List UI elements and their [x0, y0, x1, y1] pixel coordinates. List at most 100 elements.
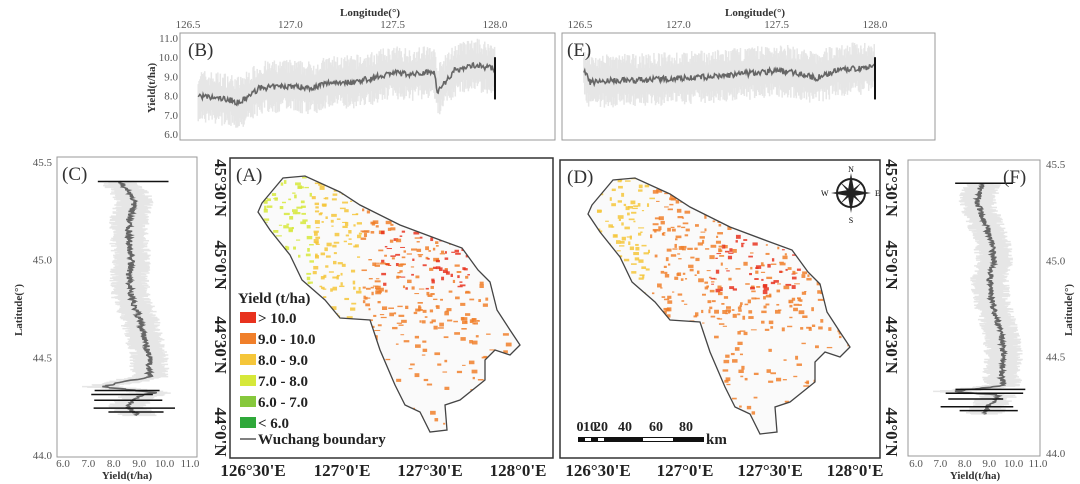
map-d-lon-label: 127°0'E — [657, 461, 714, 480]
x-tick-label: 8.0 — [958, 458, 972, 470]
panel-e-longitude-profile: Longitude(°) 126.5 127.0 127.5 128.0 (E) — [561, 7, 936, 141]
legend-swatch — [240, 312, 256, 323]
legend-swatch — [240, 375, 256, 386]
e-xlabel: Longitude(°) — [725, 7, 785, 19]
scale-unit: km — [706, 432, 727, 448]
wuchang-boundary — [257, 175, 521, 433]
yield-mean-line — [197, 61, 496, 107]
x-tick-label: 10.0 — [1004, 458, 1024, 470]
scale-label: 10 — [583, 420, 597, 435]
y-tick-label: 11.0 — [159, 33, 178, 45]
b-ylabel: Yield(t/ha) — [146, 63, 158, 114]
x-tick-label: 127.0 — [278, 19, 303, 31]
f-xlabel: Yield(t/ha) — [950, 470, 1001, 482]
panel-b-longitude-profile: Longitude(°) 126.5 127.0 127.5 128.0 11.0 10.… — [146, 7, 556, 141]
compass-rose-icon: N S E W — [821, 165, 880, 225]
y-tick-label: 45.5 — [1046, 159, 1066, 171]
x-tick-label: 7.0 — [934, 458, 948, 470]
compass-e: E — [875, 189, 880, 198]
x-tick-label: 6.0 — [909, 458, 923, 470]
legend-swatch — [240, 417, 256, 428]
yield-mean-line — [583, 63, 875, 88]
legend-swatch — [240, 354, 256, 365]
x-tick-label: 6.0 — [56, 458, 70, 470]
compass-w: W — [821, 189, 829, 198]
x-tick-label: 7.0 — [82, 458, 96, 470]
map-a-lat-label: 45°0'N — [211, 240, 230, 290]
legend-item-label: < 6.0 — [258, 416, 289, 432]
y-tick-label: 9.0 — [164, 71, 178, 83]
y-tick-label: 44.0 — [1046, 448, 1066, 460]
map-d-lon-label: 126°30'E — [565, 461, 630, 480]
yield-mean-line — [102, 180, 158, 417]
y-tick-label: 45.0 — [33, 255, 53, 267]
x-tick-label: 9.0 — [132, 458, 146, 470]
x-tick-label: 10.0 — [155, 458, 175, 470]
map-a-legend: Yield (t/ha) > 10.0 9.0 - 10.0 8.0 - 9.0 7.… — [238, 291, 386, 448]
x-tick-label: 127.5 — [380, 19, 405, 31]
panel-label-c: (C) — [62, 164, 87, 185]
map-d-lon-label: 128°0'E — [827, 461, 884, 480]
legend-boundary-label: Wuchang boundary — [258, 432, 386, 448]
map-d-lat-label: 44°30'N — [882, 316, 901, 375]
wuchang-boundary — [587, 177, 851, 435]
map-a-lon-label: 127°0'E — [314, 461, 371, 480]
map-a-lon-label: 128°0'E — [490, 461, 547, 480]
y-tick-label: 44.5 — [1046, 352, 1066, 364]
x-tick-label: 11.0 — [1029, 458, 1048, 470]
x-tick-label: 9.0 — [982, 458, 996, 470]
scale-label: 40 — [618, 420, 632, 435]
x-tick-label: 127.0 — [666, 19, 691, 31]
map-d-lat-label: 45°0'N — [882, 240, 901, 290]
y-tick-label: 44.5 — [33, 352, 53, 364]
y-tick-label: 6.0 — [164, 129, 178, 141]
c-ylabel: Latitude(°) — [13, 284, 25, 336]
legend-item-label: 6.0 - 7.0 — [258, 395, 308, 411]
legend-swatch — [240, 396, 256, 407]
map-d-lat-label: 45°30'N — [882, 159, 901, 218]
legend-item-label: > 10.0 — [258, 311, 297, 327]
compass-n: N — [848, 165, 854, 174]
legend-item-label: 9.0 - 10.0 — [258, 332, 316, 348]
x-tick-label: 128.0 — [483, 19, 508, 31]
map-a-lat-label: 44°0'N — [211, 407, 230, 457]
legend-item-label: 8.0 - 9.0 — [258, 353, 308, 369]
map-d-lat-label: 44°0'N — [882, 407, 901, 457]
panel-label-d: (D) — [567, 167, 593, 188]
y-tick-label: 8.0 — [164, 91, 178, 103]
wuchang-region — [258, 176, 520, 432]
map-a-lat-label: 44°30'N — [211, 316, 230, 375]
x-tick-label: 11.0 — [181, 458, 200, 470]
map-a-lon-label: 127°30'E — [397, 461, 462, 480]
scale-label: 80 — [679, 420, 693, 435]
f-ylabel: Latitude(°) — [1063, 284, 1075, 336]
scale-label: 0 — [577, 420, 584, 435]
panel-f-latitude-profile: 6.0 7.0 8.0 9.0 10.0 11.0 45.5 45.0 44.5 44.0 (F)… — [907, 159, 1075, 482]
legend-item-label: 7.0 - 8.0 — [258, 374, 308, 390]
legend-swatch — [240, 333, 256, 344]
scale-label: 60 — [649, 420, 663, 435]
c-xlabel: Yield(t/ha) — [102, 470, 153, 482]
x-tick-label: 126.5 — [176, 19, 201, 31]
wuchang-region — [588, 178, 850, 434]
yield-mean-line — [954, 182, 1009, 415]
compass-s: S — [849, 216, 853, 225]
x-tick-label: 126.5 — [568, 19, 593, 31]
panel-label-f: (F) — [1003, 167, 1026, 188]
legend-title: Yield (t/ha) — [238, 291, 310, 307]
map-a-lat-label: 45°30'N — [211, 159, 230, 218]
y-tick-label: 7.0 — [164, 110, 178, 122]
y-tick-label: 44.0 — [33, 450, 53, 462]
panel-c-latitude-profile: 6.0 7.0 8.0 9.0 10.0 11.0 45.5 45.0 44.5 44.0 (C)… — [13, 156, 200, 482]
panel-label-e: (E) — [567, 40, 591, 61]
y-tick-label: 45.5 — [33, 157, 53, 169]
scale-label: 20 — [594, 420, 608, 435]
y-tick-label: 10.0 — [159, 52, 179, 64]
x-tick-label: 8.0 — [107, 458, 121, 470]
map-d-lon-label: 127°30'E — [737, 461, 802, 480]
b-xlabel: Longitude(°) — [340, 7, 400, 19]
x-tick-label: 127.5 — [764, 19, 789, 31]
